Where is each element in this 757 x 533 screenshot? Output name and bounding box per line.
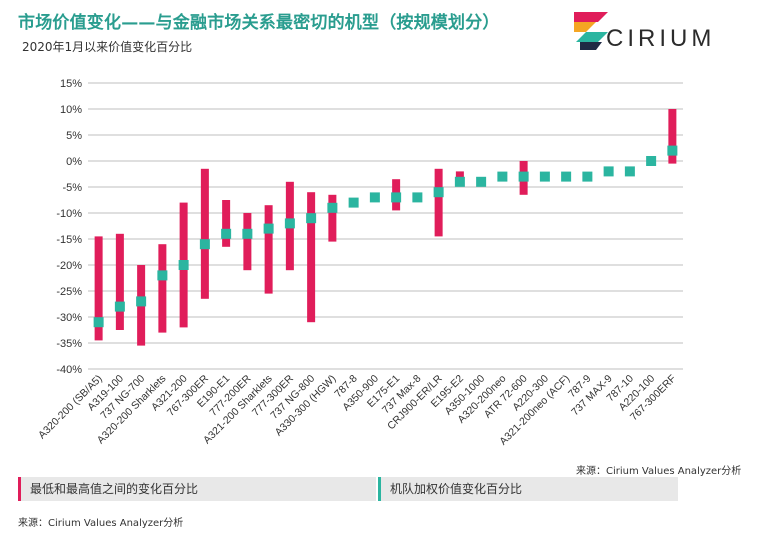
logo-shape-navy [580, 42, 602, 50]
range-bar [158, 244, 167, 333]
logo-shape-yellow [574, 22, 596, 32]
range-bar [668, 109, 677, 164]
range-bar [200, 168, 209, 299]
fleet-marker [263, 223, 274, 234]
y-tick-label: 5% [66, 130, 82, 142]
fleet-marker [646, 156, 657, 166]
range-bar [115, 233, 124, 330]
fleet-marker [603, 166, 614, 177]
fleet-marker [306, 213, 317, 224]
y-tick-label: -10% [56, 208, 82, 220]
source-note-bottom: 来源：Cirium Values Analyzer分析 [18, 518, 184, 529]
fleet-marker [221, 228, 232, 239]
legend-range-swatch [18, 477, 21, 501]
y-tick-label: -15% [56, 234, 82, 246]
y-tick-label: 0% [66, 156, 82, 168]
fleet-marker [391, 192, 402, 203]
range-bar [434, 168, 443, 237]
y-tick-label: -35% [56, 338, 82, 350]
y-tick-label: -5% [62, 182, 82, 194]
fleet-marker [199, 239, 210, 250]
fleet-marker [114, 301, 125, 312]
fleet-marker [136, 296, 147, 307]
y-tick-label: -25% [56, 286, 82, 298]
fleet-marker [327, 202, 338, 213]
y-tick-label: 15% [60, 78, 82, 90]
fleet-marker [369, 192, 380, 203]
chart-title: 市场价值变化——与金融市场关系最密切的机型（按规模划分） [18, 13, 500, 33]
legend-range-label: 最低和最高值之间的变化百分比 [30, 482, 199, 496]
source-note-top: 来源：Cirium Values Analyzer分析 [576, 466, 742, 477]
range-bar [243, 213, 252, 271]
fleet-marker [178, 260, 189, 270]
fleet-marker [412, 192, 423, 203]
y-tick-label: -40% [56, 364, 82, 376]
range-bar [94, 236, 103, 341]
fleet-marker [582, 171, 593, 182]
fleet-marker [93, 317, 104, 328]
logo-wordmark: CIRIUM [606, 25, 716, 52]
fleet-marker [497, 171, 508, 182]
fleet-marker [539, 171, 550, 182]
legend-fleet: 机队加权价值变化百分比 [378, 477, 678, 501]
fleet-marker [518, 171, 529, 182]
fleet-marker [284, 218, 295, 229]
chart-subtitle: 2020年1月以来价值变化百分比 [22, 40, 193, 54]
range-bar [328, 194, 337, 242]
fleet-marker [348, 197, 359, 208]
legend-fleet-label: 机队加权价值变化百分比 [390, 482, 523, 496]
fleet-marker [157, 270, 168, 281]
range-bar [307, 192, 316, 323]
fleet-marker [561, 171, 572, 182]
fleet-marker [476, 176, 487, 187]
fleet-marker [624, 166, 635, 177]
fleet-marker [433, 187, 444, 198]
y-tick-label: 10% [60, 104, 82, 116]
legend-fleet-swatch [378, 477, 381, 501]
cirium-logo-icon [574, 12, 608, 50]
logo-shape-red [574, 12, 608, 22]
y-tick-label: -30% [56, 312, 82, 324]
fleet-marker [667, 145, 678, 156]
range-bar [455, 171, 464, 180]
y-tick-label: -20% [56, 260, 82, 272]
range-bar [222, 200, 231, 247]
legend-range: 最低和最高值之间的变化百分比 [18, 477, 376, 501]
range-bar [264, 205, 273, 294]
fleet-marker [242, 228, 253, 239]
fleet-marker [454, 176, 465, 187]
logo-shape-teal [576, 32, 608, 42]
